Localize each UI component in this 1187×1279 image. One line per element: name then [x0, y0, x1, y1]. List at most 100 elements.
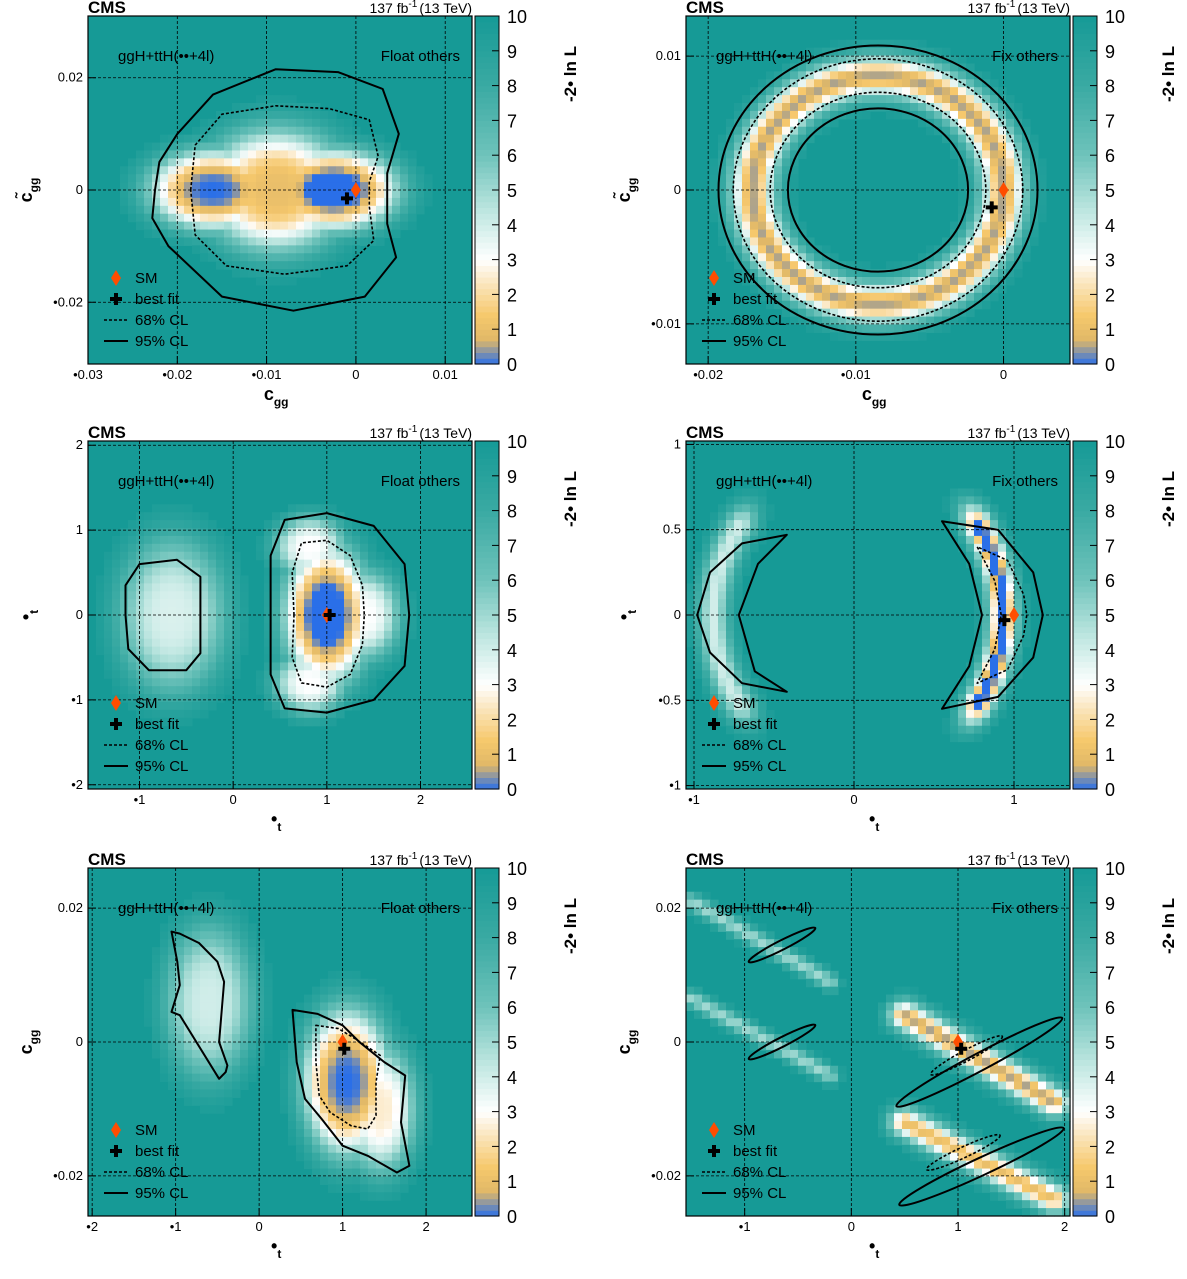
heatmap-cell — [320, 591, 329, 600]
heatmap-cell — [1030, 142, 1039, 152]
heatmap-cell — [806, 277, 815, 286]
heatmap-cell — [192, 205, 201, 215]
heatmap-cell — [136, 662, 145, 671]
heatmap-cell — [726, 622, 735, 632]
colorbar-tick-label: 6 — [507, 146, 517, 166]
heatmap-cell — [806, 300, 815, 310]
heatmap-cell — [774, 955, 783, 964]
heatmap-cell — [200, 237, 209, 246]
heatmap-cell — [360, 1073, 369, 1083]
heatmap-cell — [168, 607, 177, 616]
heatmap-cell — [958, 284, 967, 294]
heatmap-cell — [216, 142, 225, 152]
heatmap-cell — [136, 543, 145, 553]
heatmap-cell — [296, 158, 305, 167]
heatmap-cell — [256, 1026, 265, 1035]
heatmap-cell — [368, 1081, 377, 1091]
heatmap-cell — [1038, 1113, 1047, 1122]
heatmap-cell — [966, 150, 975, 159]
heatmap-cell — [822, 300, 831, 310]
heatmap-cell — [718, 915, 727, 924]
colorbar-segment — [1073, 690, 1097, 697]
colorbar-segment — [1073, 97, 1097, 104]
heatmap-cell — [846, 332, 855, 341]
heatmap-cell — [296, 213, 305, 223]
heatmap-cell — [686, 907, 695, 917]
heatmap-cell — [782, 269, 791, 278]
colorbar-segment — [475, 1094, 499, 1101]
heatmap-cell — [734, 134, 743, 144]
heatmap-cell — [862, 300, 871, 310]
heatmap-cell — [320, 1081, 329, 1091]
heatmap-cell — [1014, 1049, 1023, 1059]
colorbar-segment — [1073, 510, 1097, 517]
heatmap-cell — [304, 678, 313, 687]
heatmap-cell — [400, 1184, 409, 1193]
heatmap-cell — [774, 118, 783, 128]
heatmap-cell — [376, 1136, 385, 1146]
heatmap-cell — [184, 150, 193, 159]
heatmap-cell — [368, 622, 377, 632]
heatmap-cell — [184, 630, 193, 640]
heatmap-cell — [288, 1136, 297, 1146]
heatmap-cell — [710, 213, 719, 223]
heatmap-cell — [104, 575, 113, 584]
heatmap-cell — [224, 1065, 233, 1075]
best-fit-marker — [340, 192, 353, 205]
heatmap-cell — [966, 103, 975, 112]
heatmap-cell — [726, 607, 735, 616]
heatmap-cell — [886, 994, 895, 1004]
x-tick-label: 0 — [850, 792, 857, 807]
heatmap-cell — [942, 292, 951, 302]
heatmap-cell — [742, 702, 751, 711]
colorbar-segment — [1073, 528, 1097, 535]
heatmap-cell — [710, 678, 719, 687]
heatmap-cell — [200, 646, 209, 656]
colorbar-segment — [1073, 1059, 1097, 1066]
heatmap-cell — [216, 686, 225, 695]
heatmap-cell — [894, 1034, 903, 1043]
heatmap-cell — [790, 166, 799, 175]
colorbar-segment — [475, 966, 499, 973]
heatmap-cell — [376, 1057, 385, 1067]
heatmap-cell — [184, 678, 193, 687]
heatmap-cell — [686, 622, 695, 632]
heatmap-cell — [758, 1042, 767, 1051]
heatmap-cell — [974, 488, 983, 497]
heatmap-cell — [248, 237, 257, 246]
heatmap-cell — [232, 599, 241, 608]
heatmap-cell — [942, 269, 951, 278]
heatmap-cell — [136, 654, 145, 664]
heatmap-cell — [846, 300, 855, 310]
heatmap-cell — [798, 277, 807, 286]
colorbar-segment — [1073, 1001, 1097, 1008]
heatmap-cell — [224, 955, 233, 964]
heatmap-cell — [168, 142, 177, 152]
heatmap-cell — [998, 607, 1007, 616]
heatmap-cell — [248, 213, 257, 223]
heatmap-cell — [416, 190, 425, 199]
heatmap-cell — [990, 150, 999, 159]
heatmap-cell — [336, 535, 345, 545]
heatmap-cell — [304, 197, 313, 207]
heatmap-cell — [328, 678, 337, 687]
heatmap-cell — [734, 528, 743, 537]
heatmap-cell — [168, 923, 177, 932]
heatmap-cell — [966, 308, 975, 318]
heatmap-cell — [392, 1129, 401, 1138]
legend-sm-symbol — [709, 270, 719, 286]
heatmap-cell — [384, 615, 393, 624]
heatmap-cell — [232, 630, 241, 640]
heatmap-cell — [958, 1176, 967, 1185]
heatmap-cell — [360, 559, 369, 569]
heatmap-cell — [766, 103, 775, 112]
colorbar-tick-label: 2 — [1105, 285, 1115, 305]
heatmap-cell — [200, 253, 209, 262]
heatmap-cell — [950, 1057, 959, 1067]
heatmap-cell — [424, 1081, 433, 1091]
colorbar-segment — [475, 539, 499, 546]
heatmap-cell — [950, 1049, 959, 1059]
heatmap-cell — [1062, 1121, 1071, 1130]
heatmap-cell — [702, 891, 711, 901]
heatmap-cell — [368, 1129, 377, 1138]
